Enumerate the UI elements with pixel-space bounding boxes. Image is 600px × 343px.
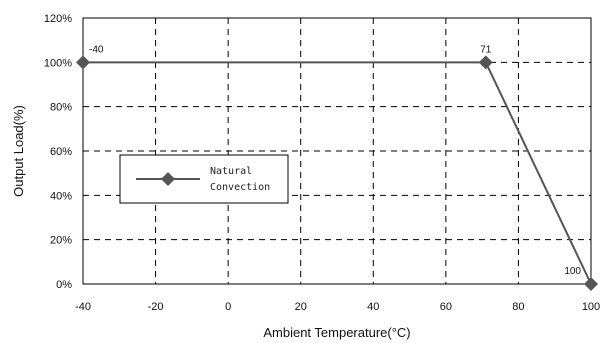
- grid-lines: [83, 18, 591, 284]
- y-axis-label: Output Load(%): [11, 105, 26, 197]
- y-tick-label: 40%: [50, 190, 72, 202]
- y-tick-label: 0%: [56, 279, 72, 291]
- data-point-label: -40: [89, 44, 104, 55]
- x-tick-label: 20: [295, 301, 307, 313]
- y-tick-label: 100%: [44, 57, 72, 69]
- plot-frame: [82, 17, 592, 285]
- y-tick-label: 80%: [50, 102, 72, 114]
- x-tick-label: 80: [512, 301, 524, 313]
- data-point-diamond: [76, 55, 90, 70]
- legend: Natural Convection: [119, 154, 289, 204]
- x-tick-label: 100: [582, 301, 600, 313]
- legend-label-line-2: Convection: [210, 182, 270, 193]
- legend-label-line-1: Natural: [210, 166, 252, 177]
- data-point-diamond: [478, 55, 493, 70]
- data-point-diamond: [584, 277, 598, 291]
- series-natural-convection: -40 71 100: [76, 44, 598, 291]
- x-axis-label: Ambient Temperature(°C): [263, 325, 410, 340]
- x-tick-label: -20: [148, 301, 164, 313]
- y-tick-label: 60%: [50, 146, 72, 158]
- x-tick-label: 40: [367, 301, 379, 313]
- y-tick-label: 20%: [50, 235, 72, 247]
- legend-diamond-icon: [161, 172, 175, 186]
- x-tick-label: 60: [440, 301, 452, 313]
- x-tick-label: -40: [75, 301, 91, 313]
- data-point-label: 100: [564, 266, 581, 277]
- x-tick-labels: -40 -20 0 20 40 60 80 100: [75, 301, 600, 313]
- data-point-label: 71: [480, 44, 492, 55]
- y-tick-labels: 0% 20% 40% 60% 80% 100% 120%: [44, 13, 72, 291]
- x-tick-label: 0: [225, 301, 231, 313]
- y-tick-label: 120%: [44, 13, 72, 25]
